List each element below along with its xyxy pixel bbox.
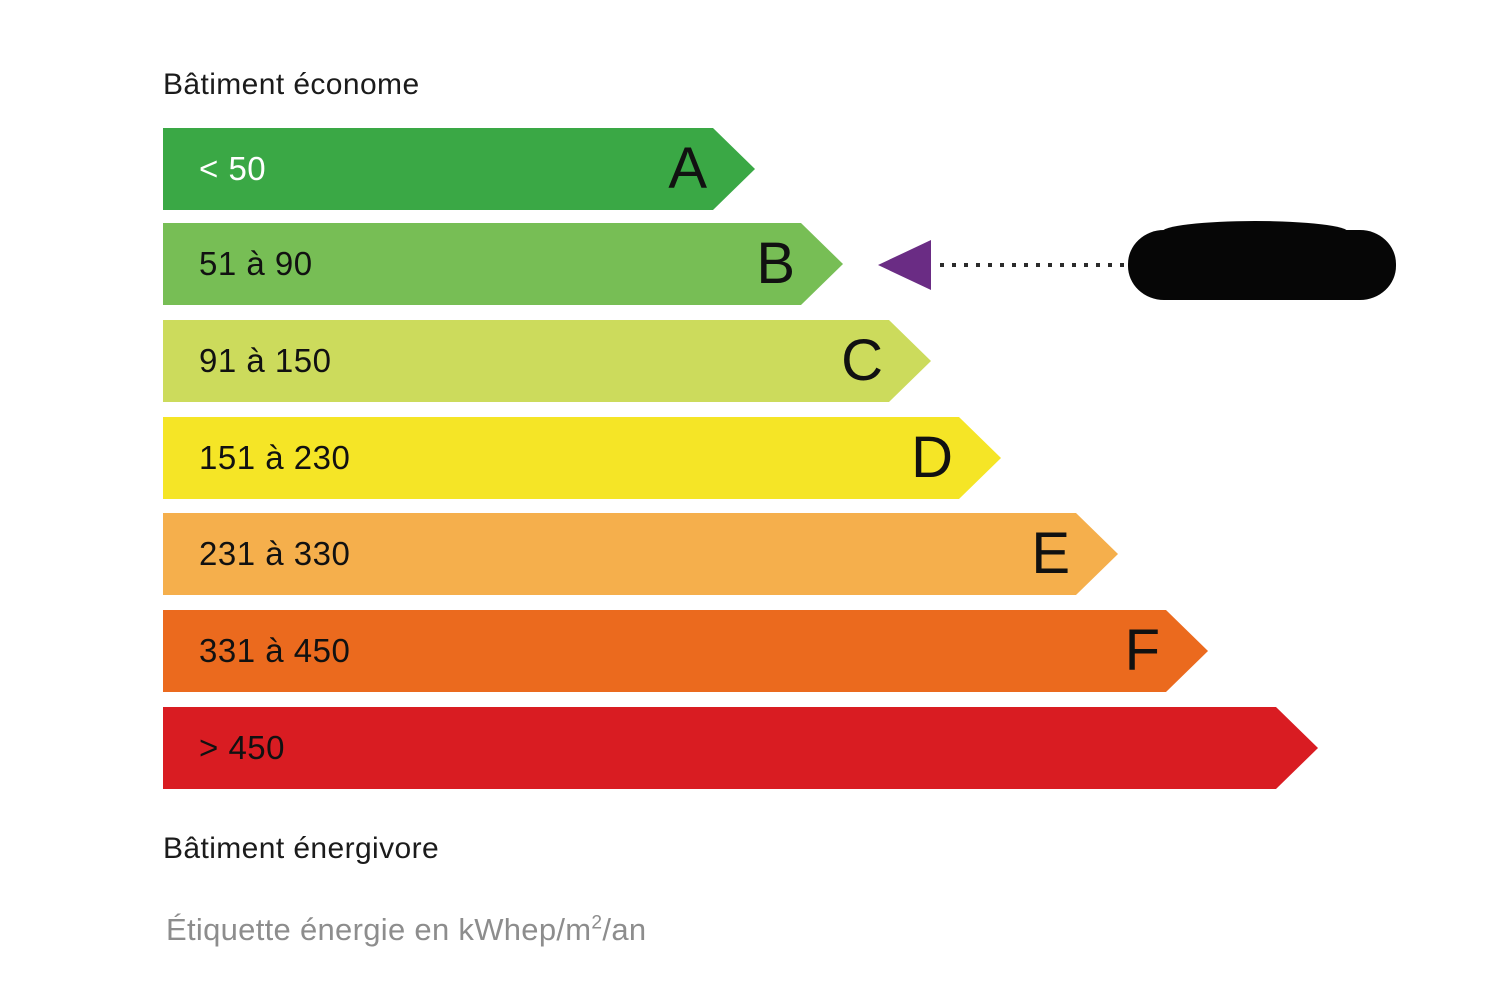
caption-efficient-building: Bâtiment économe (163, 68, 420, 101)
bar-shape-g (163, 707, 1318, 789)
energy-class-bar-g[interactable]: > 450 G (163, 707, 1318, 789)
bar-shape-e (163, 513, 1118, 595)
redaction-blob (1128, 221, 1396, 300)
bar-letter-d: D (911, 425, 953, 490)
bar-shape-c (163, 320, 931, 402)
energy-class-bar-b[interactable]: 51 à 90 B (163, 223, 843, 305)
bar-letter-c: C (841, 328, 883, 393)
energy-class-bar-c[interactable]: 91 à 150 C (163, 320, 931, 402)
left-triangle-icon (878, 240, 931, 290)
bar-range-label-f: 331 à 450 (199, 632, 351, 669)
bar-letter-e: E (1031, 521, 1070, 586)
bar-letter-b: B (756, 231, 795, 296)
caption-energy-hungry-building: Bâtiment énergivore (163, 832, 440, 865)
bar-letter-f: F (1124, 618, 1160, 683)
bar-shape-f (163, 610, 1208, 692)
bar-range-label-d: 151 à 230 (199, 439, 351, 476)
energy-class-bar-a[interactable]: < 50 A (163, 128, 755, 210)
energy-class-bar-f[interactable]: 331 à 450 F (163, 610, 1208, 692)
class-b-pointer-group (878, 221, 1398, 304)
energy-class-bar-e[interactable]: 231 à 330 E (163, 513, 1118, 595)
dotted-leader-line (940, 263, 1132, 267)
caption-unit-exponent: 2 (591, 912, 603, 934)
bar-letter-a: A (668, 136, 707, 201)
bar-range-label-b: 51 à 90 (199, 245, 313, 282)
caption-unit-prefix: Étiquette énergie en kWhep/m (166, 912, 592, 947)
bar-range-label-c: 91 à 150 (199, 342, 332, 379)
energy-class-bar-d[interactable]: 151 à 230 D (163, 417, 1001, 499)
bar-range-label-e: 231 à 330 (199, 535, 351, 572)
caption-unit-suffix: /an (602, 912, 647, 947)
bar-shape-d (163, 417, 1001, 499)
bar-range-label-a: < 50 (199, 150, 267, 187)
bar-shape-b (163, 223, 843, 305)
bar-shape-a (163, 128, 755, 210)
bar-range-label-g: > 450 (199, 729, 285, 766)
caption-energy-unit: Étiquette énergie en kWhep/m2/an (166, 912, 646, 948)
